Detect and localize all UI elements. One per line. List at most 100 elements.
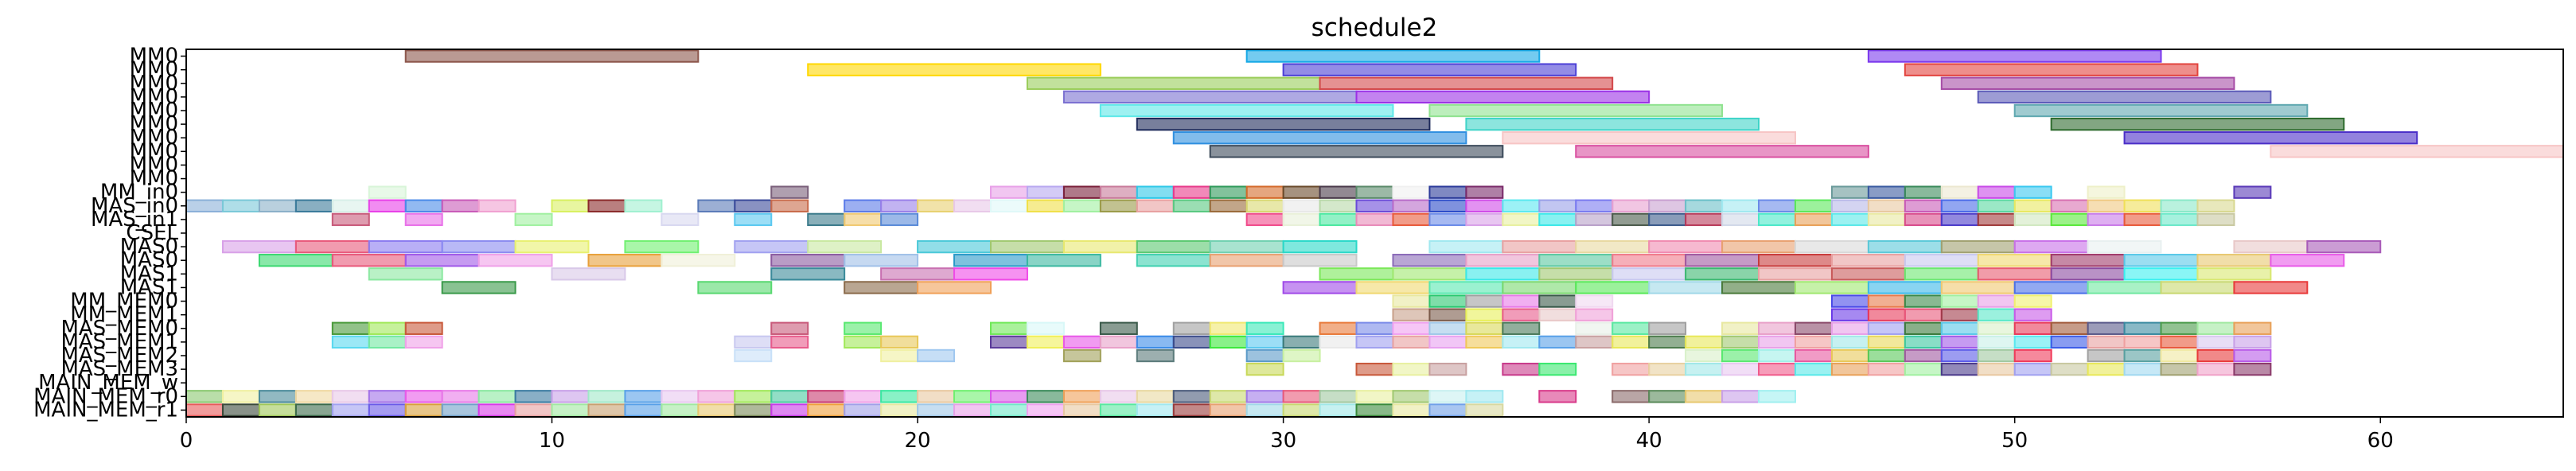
task-bar [1172,335,1211,349]
task-bar [1136,348,1175,363]
task-bar [1904,199,1943,212]
task-bar [1830,185,1869,199]
task-bar [587,403,626,417]
task-bar [1904,348,1943,363]
task-bar [2196,321,2235,335]
task-bar [1977,254,2052,267]
task-bar [1465,294,1504,308]
task-bar [1794,281,1869,294]
task-bar [1026,254,1101,267]
task-bar [880,335,919,349]
task-bar [1172,403,1211,417]
task-bar [1977,362,2016,376]
task-bar [1465,390,1504,403]
task-bar [1465,267,1541,281]
task-bar [1830,348,1869,363]
task-bar [1867,199,1906,212]
task-bar [1026,321,1065,335]
task-bar [331,335,370,349]
task-bar [1940,199,1979,212]
task-bar [1209,239,1284,254]
task-bar [1392,199,1431,212]
y-axis: MM0MM0MM0MM0MM0MM0MM0MM0MM0MM0MM_in0MAS_… [33,45,186,422]
task-bar [1867,212,1906,227]
task-bar [2123,131,2418,145]
task-bar [1611,199,1650,212]
task-bar [770,321,809,335]
task-bar [2123,267,2199,281]
task-bar [1758,348,1796,363]
task-bar [1392,267,1467,281]
task-bar [2306,239,2382,254]
task-bar [368,267,443,281]
task-bar [1830,362,1869,376]
task-bar [2013,212,2052,227]
task-bar [1758,254,1833,267]
task-bar [1830,308,1869,321]
task-bar [1392,335,1431,349]
task-bar [844,335,883,349]
task-bar [844,321,883,335]
task-bar [1648,212,1687,227]
task-bar [2196,362,2235,376]
task-bar [1502,212,1541,227]
task-bar [1465,335,1504,349]
task-bar [1758,199,1796,212]
task-bar [441,199,480,212]
task-bar [917,390,956,403]
plot-frame [185,49,2564,418]
task-bar [1319,267,1394,281]
task-bar [1940,76,2235,90]
task-bar [1867,362,1906,376]
task-bar [770,390,809,403]
task-bar [1428,239,1504,254]
task-bar [2087,321,2126,335]
task-bar [1172,185,1211,199]
task-bar [2123,335,2162,349]
task-bar [1245,335,1284,349]
task-bar [185,403,224,417]
task-bar [1867,321,1906,335]
task-bar [368,403,407,417]
task-bar [1867,335,1906,349]
task-bar [1758,362,1796,376]
task-bar [1830,294,1869,308]
task-bar [1062,90,1358,104]
task-bar [1245,390,1284,403]
task-bar [734,403,773,417]
task-bar [2233,348,2272,363]
task-bar [953,199,992,212]
task-bar [844,403,883,417]
task-bar [1062,185,1101,199]
task-bar [1721,212,1760,227]
task-bar [514,239,590,254]
task-bar [989,185,1028,199]
task-bar [1465,308,1504,321]
task-bar [1392,185,1431,199]
task-bar [441,403,480,417]
task-bar [697,281,773,294]
task-bar [1904,254,1979,267]
task-bar [331,321,370,335]
task-bar [514,403,553,417]
task-bar [477,199,516,212]
task-bar [1099,390,1138,403]
task-bar [1319,76,1614,90]
task-bar [1794,199,1833,212]
task-bar [2160,335,2199,349]
task-bar [1904,267,1979,281]
task-bar [1428,390,1467,403]
task-bar [1282,254,1358,267]
task-bar [185,199,224,212]
x-tick-label: 50 [2001,429,2028,453]
task-bar [1465,403,1504,417]
task-bar [844,199,883,212]
task-bar [294,403,333,417]
task-bar [1392,212,1431,227]
task-bar [368,199,407,212]
task-bar [1428,308,1467,321]
task-bar [1099,199,1138,212]
task-bar [624,390,663,403]
task-bar [1172,390,1211,403]
task-bar [1977,308,2016,321]
